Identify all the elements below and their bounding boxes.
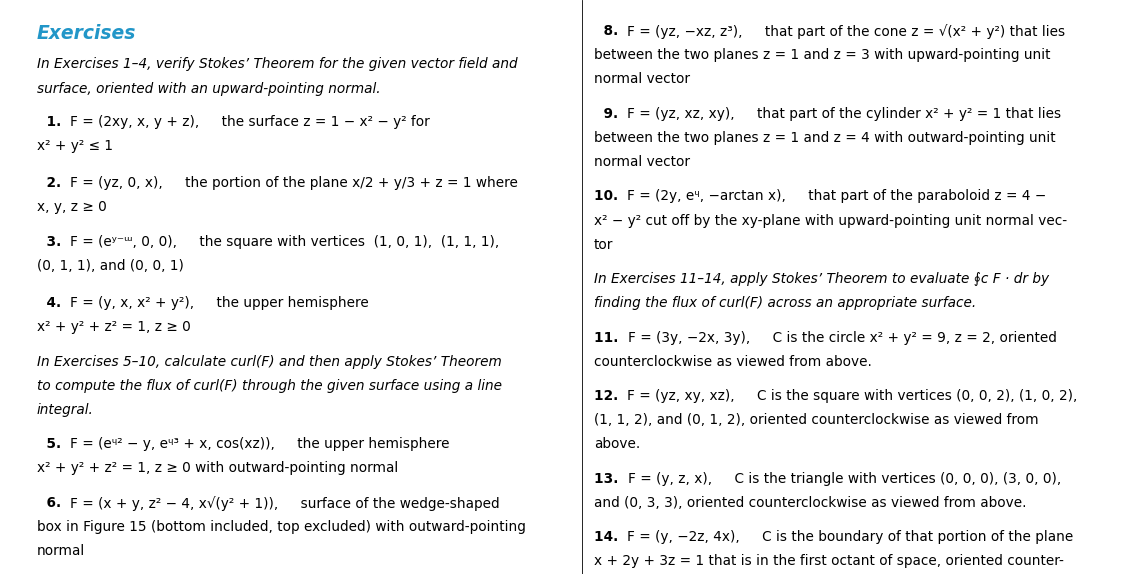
Text: 8.: 8. — [594, 24, 627, 38]
Text: 12.: 12. — [594, 389, 627, 403]
Text: F = (3y, −2x, 3y),   C is the circle x² + y² = 9, z = 2, oriented: F = (3y, −2x, 3y), C is the circle x² + … — [628, 331, 1057, 344]
Text: between the two planes z = 1 and z = 4 with outward-pointing unit: between the two planes z = 1 and z = 4 w… — [594, 131, 1055, 145]
Text: to compute the flux of curl(F) through the given surface using a line: to compute the flux of curl(F) through t… — [37, 379, 502, 393]
Text: integral.: integral. — [37, 403, 94, 417]
Text: (0, 1, 1), and (0, 0, 1): (0, 1, 1), and (0, 0, 1) — [37, 259, 183, 273]
Text: counterclockwise as viewed from above.: counterclockwise as viewed from above. — [594, 355, 871, 369]
Text: and (0, 3, 3), oriented counterclockwise as viewed from above.: and (0, 3, 3), oriented counterclockwise… — [594, 496, 1026, 510]
Text: 5.: 5. — [37, 437, 70, 451]
Text: F = (2xy, x, y + z),   the surface z = 1 − x² − y² for: F = (2xy, x, y + z), the surface z = 1 −… — [70, 115, 430, 129]
Text: (1, 1, 2), and (0, 1, 2), oriented counterclockwise as viewed from: (1, 1, 2), and (0, 1, 2), oriented count… — [594, 413, 1038, 427]
Text: F = (yz, xy, xz),   C is the square with vertices (0, 0, 2), (1, 0, 2),: F = (yz, xy, xz), C is the square with v… — [627, 389, 1077, 403]
Text: 13.: 13. — [594, 472, 628, 486]
Text: F = (eᶣ² − y, eᶣ³ + x, cos(xz)),   the upper hemisphere: F = (eᶣ² − y, eᶣ³ + x, cos(xz)), the upp… — [70, 437, 449, 451]
Text: between the two planes z = 1 and z = 3 with upward-pointing unit: between the two planes z = 1 and z = 3 w… — [594, 48, 1050, 62]
Text: x² + y² + z² = 1, z ≥ 0 with outward-pointing normal: x² + y² + z² = 1, z ≥ 0 with outward-poi… — [37, 461, 398, 475]
Text: above.: above. — [594, 437, 639, 451]
Text: 6.: 6. — [37, 496, 70, 510]
Text: In Exercises 5–10, calculate curl(F) and then apply Stokes’ Theorem: In Exercises 5–10, calculate curl(F) and… — [37, 355, 502, 369]
Text: F = (2y, eᶣ, −arctan x),   that part of the paraboloid z = 4 −: F = (2y, eᶣ, −arctan x), that part of th… — [627, 189, 1046, 203]
Text: F = (y, −2z, 4x),   C is the boundary of that portion of the plane: F = (y, −2z, 4x), C is the boundary of t… — [627, 530, 1074, 544]
Text: x, y, z ≥ 0: x, y, z ≥ 0 — [37, 200, 107, 214]
Text: normal vector: normal vector — [594, 72, 690, 86]
Text: 2.: 2. — [37, 176, 70, 189]
Text: In Exercises 11–14, apply Stokes’ Theorem to evaluate ∮c F · dr by: In Exercises 11–14, apply Stokes’ Theore… — [594, 272, 1049, 286]
Text: F = (yz, xz, xy),   that part of the cylinder x² + y² = 1 that lies: F = (yz, xz, xy), that part of the cylin… — [627, 107, 1061, 121]
Text: F = (yz, −xz, z³),   that part of the cone z = √(x² + y²) that lies: F = (yz, −xz, z³), that part of the cone… — [627, 24, 1066, 39]
Text: In Exercises 1–4, verify Stokes’ Theorem for the given vector field and: In Exercises 1–4, verify Stokes’ Theorem… — [37, 57, 517, 71]
Text: tor: tor — [594, 238, 613, 251]
Text: 3.: 3. — [37, 235, 70, 249]
Text: normal: normal — [37, 544, 85, 558]
Text: x² + y² ≤ 1: x² + y² ≤ 1 — [37, 139, 112, 153]
Text: F = (y, x, x² + y²),   the upper hemisphere: F = (y, x, x² + y²), the upper hemispher… — [70, 296, 369, 310]
Text: finding the flux of curl(F) across an appropriate surface.: finding the flux of curl(F) across an ap… — [594, 296, 976, 310]
Text: F = (x + y, z² − 4, x√(y² + 1)),   surface of the wedge-shaped: F = (x + y, z² − 4, x√(y² + 1)), surface… — [70, 496, 500, 511]
Text: x + 2y + 3z = 1 that is in the first octant of space, oriented counter-: x + 2y + 3z = 1 that is in the first oct… — [594, 554, 1063, 568]
Text: F = (y, z, x),   C is the triangle with vertices (0, 0, 0), (3, 0, 0),: F = (y, z, x), C is the triangle with ve… — [628, 472, 1061, 486]
Text: 11.: 11. — [594, 331, 628, 344]
Text: x² + y² + z² = 1, z ≥ 0: x² + y² + z² = 1, z ≥ 0 — [37, 320, 190, 334]
Text: 9.: 9. — [594, 107, 627, 121]
Text: 10.: 10. — [594, 189, 627, 203]
Text: normal vector: normal vector — [594, 155, 690, 169]
Text: 1.: 1. — [37, 115, 70, 129]
Text: F = (eʸ⁻ᵚ, 0, 0),   the square with vertices  (1, 0, 1),  (1, 1, 1),: F = (eʸ⁻ᵚ, 0, 0), the square with vertic… — [70, 235, 500, 249]
Text: box in Figure 15 (bottom included, top excluded) with outward-pointing: box in Figure 15 (bottom included, top e… — [37, 520, 526, 534]
Text: 4.: 4. — [37, 296, 70, 310]
Text: 14.: 14. — [594, 530, 627, 544]
Text: F = (yz, 0, x),   the portion of the plane x/2 + y/3 + z = 1 where: F = (yz, 0, x), the portion of the plane… — [70, 176, 518, 189]
Text: surface, oriented with an upward-pointing normal.: surface, oriented with an upward-pointin… — [37, 82, 380, 95]
Text: Exercises: Exercises — [37, 24, 136, 43]
Text: x² − y² cut off by the xy-plane with upward-pointing unit normal vec-: x² − y² cut off by the xy-plane with upw… — [594, 214, 1067, 227]
